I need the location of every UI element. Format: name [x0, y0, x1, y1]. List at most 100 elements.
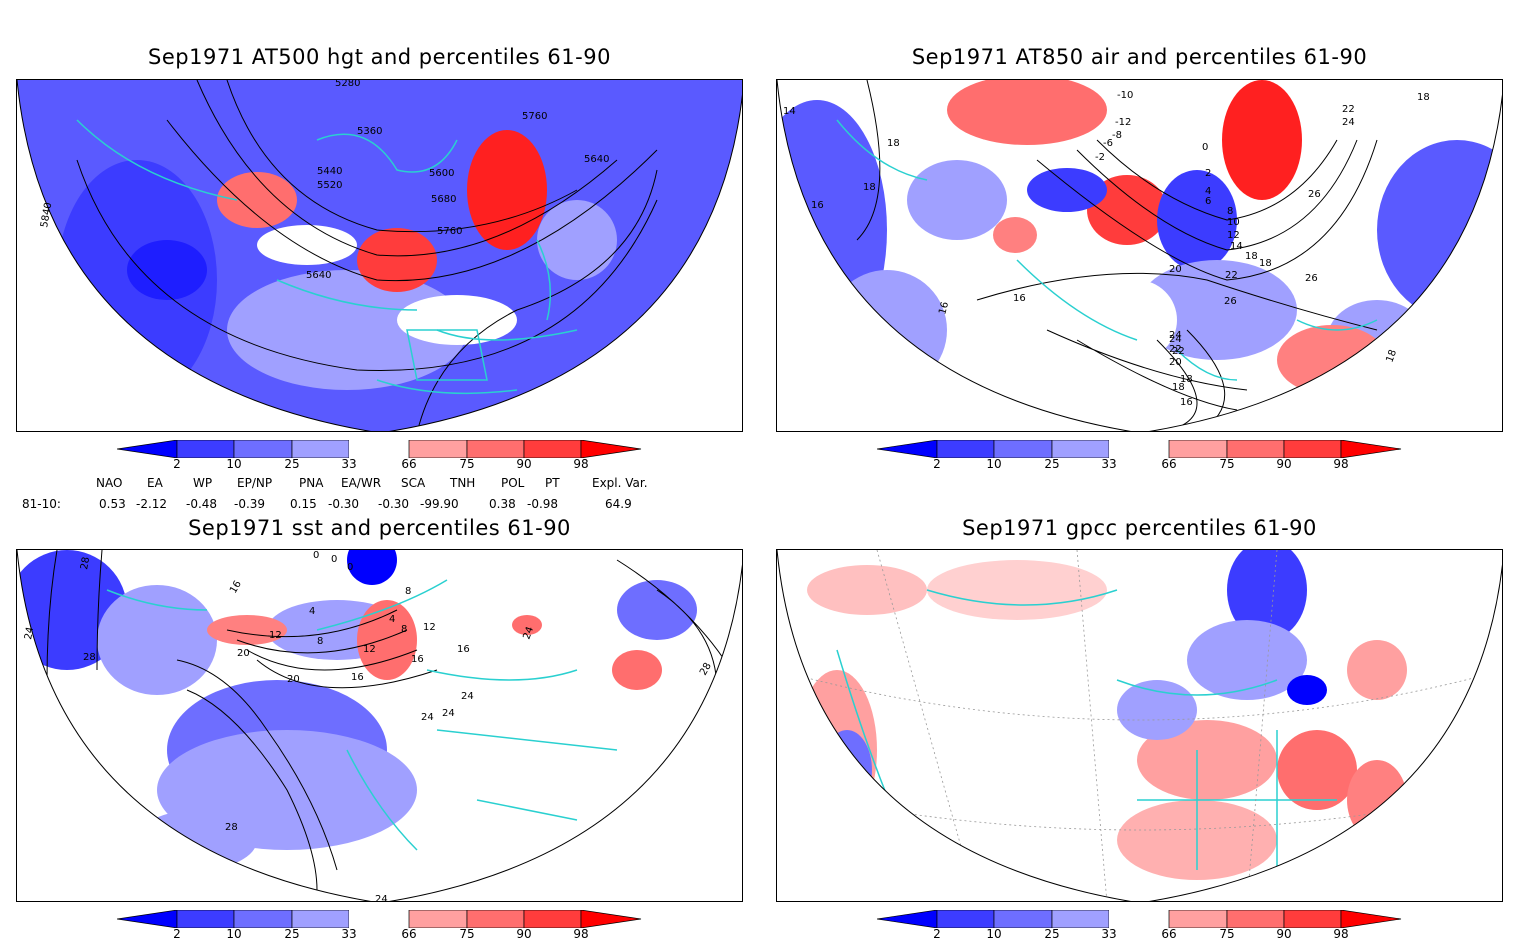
contour-label: 8: [405, 586, 411, 597]
colorbar-tick: 2: [933, 457, 941, 471]
colorbar-swatches: [117, 910, 642, 928]
contour-label: 5440: [317, 166, 342, 177]
contour-label: 24: [23, 626, 36, 640]
contour-label: 28: [83, 652, 96, 663]
contour-label: 18: [1259, 258, 1272, 269]
contour-label: 18: [1245, 251, 1258, 262]
contour-label: 20: [237, 648, 250, 659]
colorbar-tick: 10: [986, 457, 1002, 471]
contour-label: 4: [309, 606, 315, 617]
contour-label: 28: [79, 556, 92, 570]
contour-label: 0: [1202, 142, 1208, 153]
contour-label: -10: [1117, 90, 1133, 101]
index-header: PNA: [299, 476, 324, 490]
index-value: -0.39: [234, 497, 266, 511]
colorbar-tick: 66: [401, 457, 417, 471]
contour-label: 20: [1169, 264, 1182, 275]
colorbar-tick: 75: [459, 457, 475, 471]
contour-label: 24: [1169, 334, 1182, 345]
colorbar-swatches: [877, 910, 1402, 928]
contour-label: -6: [1103, 138, 1113, 149]
contour-label: 18: [1172, 382, 1185, 393]
colorbar-tick: 90: [1276, 927, 1292, 941]
contour-label: 14: [1230, 241, 1243, 252]
contour-label: 5640: [306, 270, 331, 281]
contour-label: 22: [1169, 344, 1182, 355]
contour-label: 0: [347, 562, 353, 573]
index-header: EA/WR: [341, 476, 382, 490]
colorbar-tick: 2: [933, 927, 941, 941]
colorbar-tick: 10: [986, 927, 1002, 941]
contour-label: 26: [1224, 296, 1237, 307]
contour-label: 5840: [39, 202, 54, 229]
index-value: -99.90: [420, 497, 459, 511]
contour-label: 24: [1169, 330, 1182, 341]
contour-label: 5680: [431, 194, 456, 205]
contour-label: 26: [1308, 189, 1321, 200]
colorbar-tick: 98: [573, 927, 589, 941]
contour-label: 18: [863, 182, 876, 193]
contour-label: 20: [287, 674, 300, 685]
contour-label: 0: [313, 550, 319, 561]
contour-label: 26: [1305, 273, 1318, 284]
index-header: SCA: [401, 476, 426, 490]
index-header: EA: [147, 476, 163, 490]
contour-label: 0: [331, 554, 337, 565]
contour-label: 24: [375, 894, 388, 902]
colorbar-tick: 75: [1219, 457, 1235, 471]
colorbar-tick: 2: [173, 457, 181, 471]
colorbar-tick: 90: [516, 927, 532, 941]
colorbar-tick: 66: [1161, 457, 1177, 471]
contour-label: 10: [1227, 217, 1240, 228]
contour-label: 24: [461, 691, 474, 702]
index-value: 0.53: [99, 497, 126, 511]
contour-label: 4: [389, 614, 395, 625]
colorbar-tick: 10: [226, 457, 242, 471]
contour-label: 5760: [522, 111, 547, 122]
colorbar-tick: 75: [459, 927, 475, 941]
colorbar-tick: 66: [401, 927, 417, 941]
contour-label: 8: [1227, 206, 1233, 217]
colorbar-tick: 33: [341, 927, 357, 941]
index-value: -0.98: [527, 497, 559, 511]
contour-label: 8: [401, 624, 407, 635]
contour-label: 5600: [429, 168, 454, 179]
contour-label: 28: [225, 822, 238, 833]
index-header: NAO: [96, 476, 123, 490]
colorbar-tick: 10: [226, 927, 242, 941]
colorbar-swatches: [877, 440, 1402, 458]
contour-label: 5360: [357, 126, 382, 137]
contour-label: 8: [317, 636, 323, 647]
index-header: WP: [193, 476, 213, 490]
index-row-label: 81-10:: [22, 497, 61, 511]
contour-label: 5280: [335, 80, 360, 89]
colorbar-sst: 2 10 25 33 66 75 90 98: [117, 910, 657, 941]
contour-label: 20: [1169, 357, 1182, 368]
colorbar-tick: 33: [1101, 927, 1117, 941]
contour-label: 5760: [437, 226, 462, 237]
colorbar-air850: 2 10 25 33 66 75 90 98: [877, 440, 1417, 471]
index-value: 64.9: [605, 497, 632, 511]
colorbar-hgt500: 2 10 25 33 66 75 90 98: [117, 440, 657, 471]
index-value: 0.38: [489, 497, 516, 511]
colorbar-tick: 98: [1333, 927, 1349, 941]
contour-label: -2: [1095, 152, 1105, 163]
index-value: -0.30: [328, 497, 360, 511]
contour-label: 4: [1205, 186, 1211, 197]
contour-label: 16: [351, 672, 364, 683]
index-header: EP/NP: [237, 476, 273, 490]
contour-label: 22: [1342, 104, 1355, 115]
panel-title-gpcc: Sep1971 gpcc percentiles 61-90: [962, 516, 1317, 540]
contour-label: 24: [1342, 117, 1355, 128]
contour-label: 12: [1227, 230, 1240, 241]
map-air850: 14 18 16 18 -10 -12 -8 -6 -2 0 2 4 6 8 1…: [776, 79, 1503, 432]
index-value: -0.48: [186, 497, 218, 511]
contour-label: 18: [1180, 374, 1193, 385]
map-gpcc: [776, 549, 1503, 902]
colorbar-tick: 2: [173, 927, 181, 941]
contour-label: -8: [1112, 130, 1122, 141]
colorbar-swatches: [117, 440, 642, 458]
colorbar-tick: 90: [1276, 457, 1292, 471]
contour-label: 24: [442, 708, 455, 719]
colorbar-tick: 25: [1044, 927, 1060, 941]
